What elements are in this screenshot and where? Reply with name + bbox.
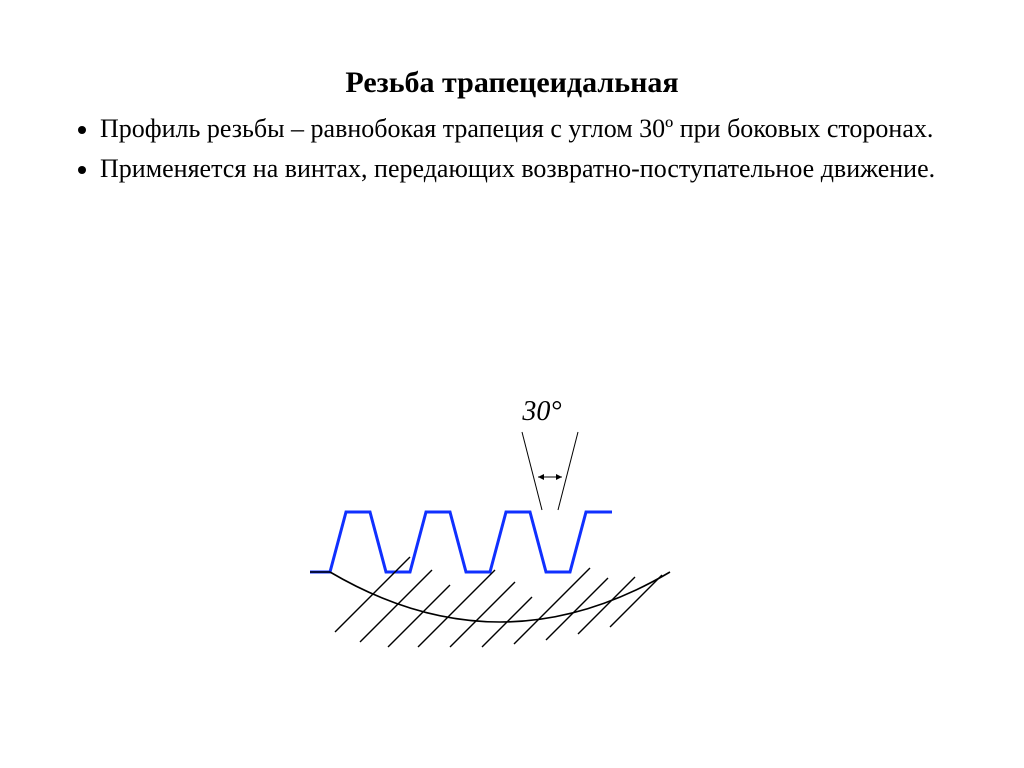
hatch-line: [546, 578, 608, 640]
bullet-item: Профиль резьбы – равнобокая трапеция с у…: [100, 112, 964, 146]
angle-label: 30°: [521, 396, 561, 427]
bullet-list: Профиль резьбы – равнобокая трапеция с у…: [72, 112, 964, 192]
profile-line: [310, 512, 612, 572]
thread-profile-svg: 30°: [290, 372, 710, 672]
hatch-line: [578, 577, 635, 634]
hatch-line: [450, 582, 515, 647]
bullet-item: Применяется на винтах, передающих возвра…: [100, 152, 964, 186]
hatch-line: [360, 570, 432, 642]
hatch-line: [418, 570, 495, 647]
hatch-line: [335, 557, 410, 632]
hatch-line: [610, 575, 662, 627]
thread-diagram: 30°: [290, 372, 710, 677]
slide: Резьба трапецеидальная Профиль резьбы – …: [0, 0, 1024, 768]
angle-extension-left: [522, 432, 542, 510]
angle-arrow-right: [556, 474, 562, 480]
angle-arrow-left: [538, 474, 544, 480]
angle-extension-right: [558, 432, 578, 510]
slide-title: Резьба трапецеидальная: [0, 66, 1024, 100]
